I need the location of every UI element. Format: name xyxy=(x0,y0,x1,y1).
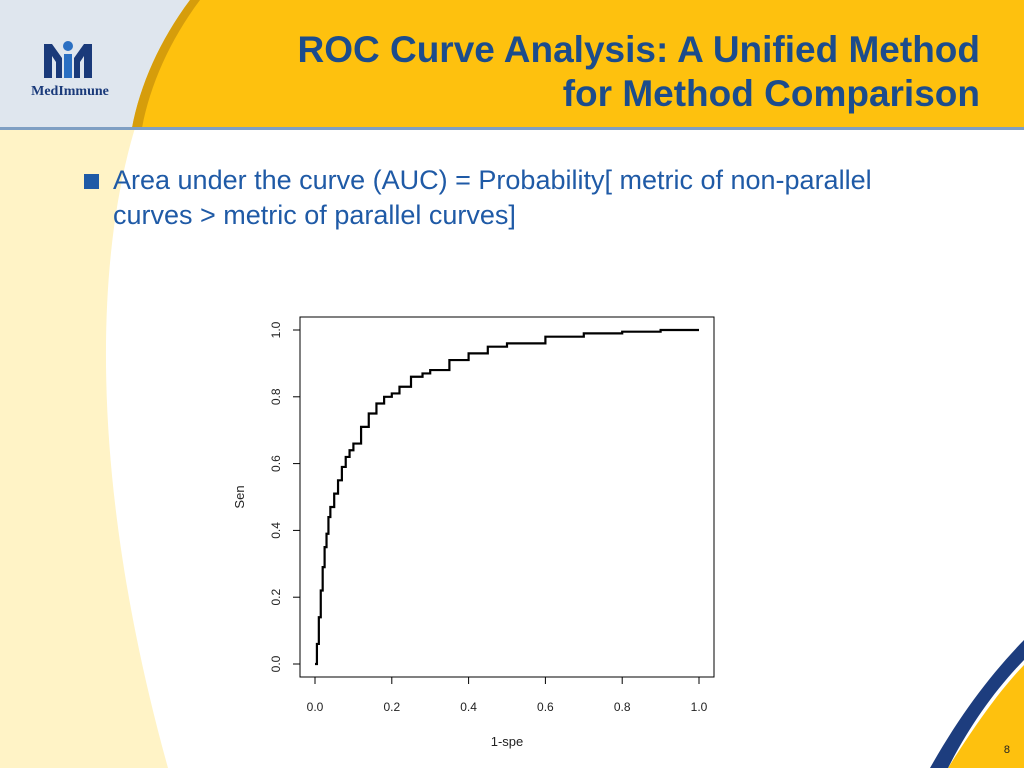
left-cream-band xyxy=(0,128,168,768)
x-axis-label: 1-spe xyxy=(491,734,524,749)
roc-chart: 0.0 0.2 0.4 0.6 0.8 1.0 0.0 0.2 0.4 0.6 0.8 1.0 1-sp… xyxy=(232,316,715,749)
bullet-text: Area under the curve (AUC) = Probability… xyxy=(113,165,872,230)
x-tick-label: 1.0 xyxy=(691,700,708,714)
x-tick-label: 0.6 xyxy=(537,700,554,714)
x-tick-label: 0.0 xyxy=(307,700,324,714)
y-tick-label: 0.8 xyxy=(269,388,283,405)
slide-title: ROC Curve Analysis: A Unified Method for… xyxy=(260,28,980,116)
logo-wordmark: MedImmune xyxy=(31,84,109,99)
y-tick-label: 0.2 xyxy=(269,589,283,606)
y-tick-label: 1.0 xyxy=(269,321,283,338)
medimmune-logo: MedImmune xyxy=(20,34,120,114)
header-divider-line xyxy=(0,127,1024,130)
header-swoosh-gold xyxy=(132,0,200,128)
corner-swoosh-gold xyxy=(948,665,1024,768)
header-logo-panel xyxy=(0,0,190,128)
y-tick-label: 0.4 xyxy=(269,522,283,539)
y-axis-label: Sen xyxy=(232,485,247,508)
x-tick-label: 0.8 xyxy=(614,700,631,714)
y-tick-label: 0.6 xyxy=(269,455,283,472)
x-tick-label: 0.4 xyxy=(460,700,477,714)
medimmune-logo-icon xyxy=(44,41,92,78)
y-tick-label: 0.0 xyxy=(269,655,283,672)
page-number: 8 xyxy=(1003,744,1010,756)
plot-frame xyxy=(299,316,715,678)
corner-swoosh-navy xyxy=(930,640,1024,768)
title-line-1: ROC Curve Analysis: A Unified Method xyxy=(297,29,980,70)
x-tick-label: 0.2 xyxy=(383,700,400,714)
title-line-2: for Method Comparison xyxy=(562,73,980,114)
square-bullet-icon xyxy=(84,174,99,189)
roc-curve-line xyxy=(315,328,699,666)
